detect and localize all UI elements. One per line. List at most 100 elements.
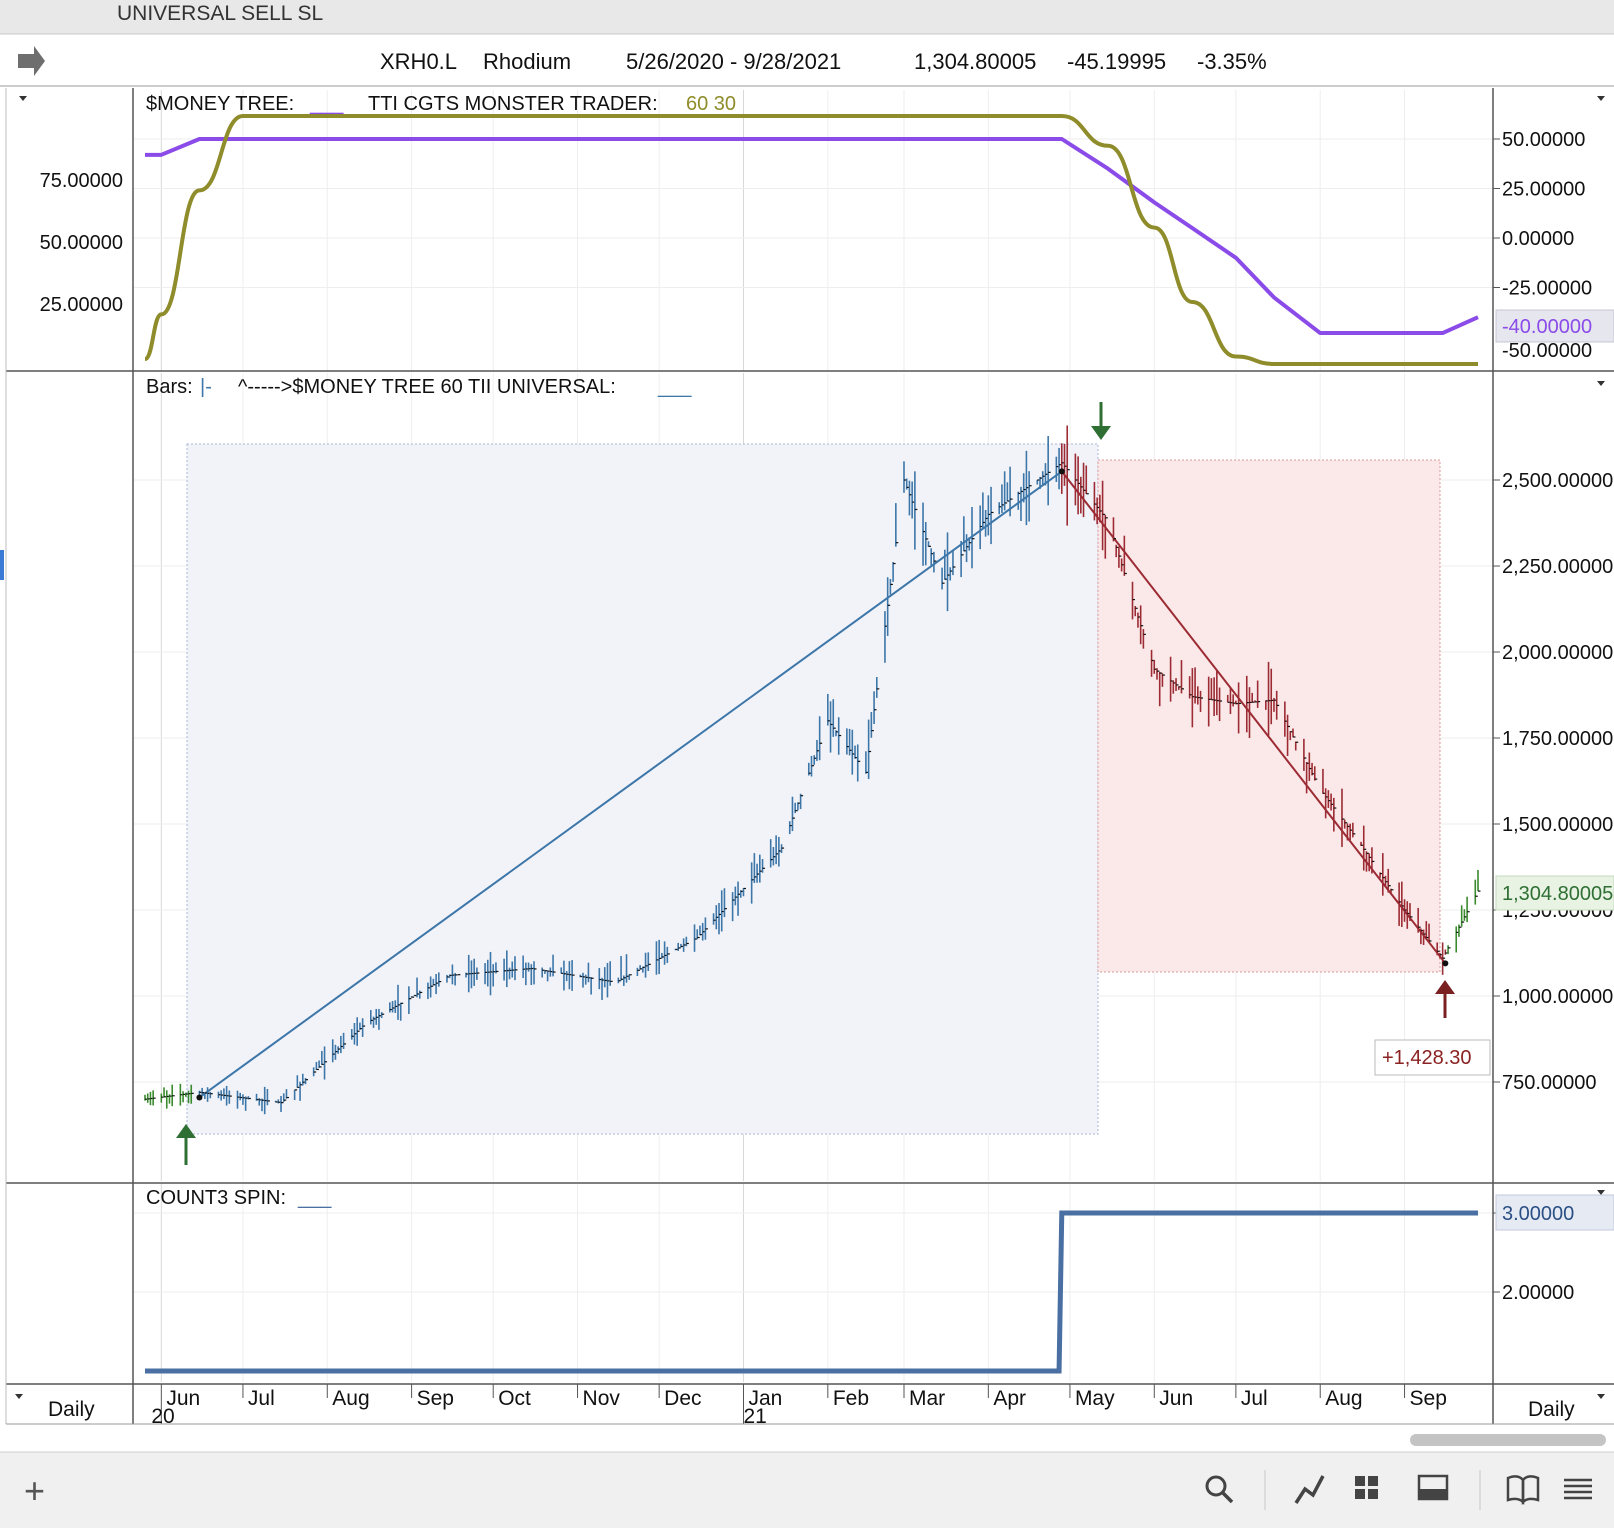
left-period-selector[interactable]: Daily xyxy=(48,1398,95,1421)
panel1-left-tick: 25.00000 xyxy=(40,294,123,316)
panel1-title-money-tree-line: ___ xyxy=(309,93,344,115)
panel2-title-bars: Bars: xyxy=(146,376,193,398)
month-label: Jul xyxy=(248,1387,275,1410)
forward-arrow-icon[interactable] xyxy=(18,46,45,76)
month-label: Jul xyxy=(1241,1387,1268,1410)
panel3-right-menu-icon[interactable] xyxy=(1597,1190,1605,1195)
month-label: Apr xyxy=(993,1387,1026,1410)
panel1-left-tick: 75.00000 xyxy=(40,170,123,192)
panel2-right-menu-icon[interactable] xyxy=(1597,381,1605,386)
menu-icon[interactable] xyxy=(1564,1478,1592,1500)
panel-1 xyxy=(133,90,1493,371)
short-trade-line xyxy=(1060,470,1447,964)
panel1-right-tick: 25.00000 xyxy=(1502,179,1585,201)
panel1-left-tick: 50.00000 xyxy=(40,232,123,254)
year-label: 20 xyxy=(151,1405,174,1428)
x-axis: Jun Jul Aug Sep Oct Nov Dec Jan Feb Mar Apr May Jun J… xyxy=(151,1384,1447,1428)
panel1-cut-tick: -50.00000 xyxy=(1502,340,1592,362)
panel2-title-bars-line: |- xyxy=(200,376,212,398)
trade-marker xyxy=(1058,468,1065,475)
book-icon[interactable] xyxy=(1506,1475,1540,1506)
search-icon[interactable] xyxy=(1205,1475,1234,1504)
panel1-right-axis: 50.00000 25.00000 0.00000 -25.00000 xyxy=(1493,129,1592,300)
panel3-title-count3: COUNT3 SPIN: xyxy=(146,1187,286,1209)
month-label: Feb xyxy=(833,1387,869,1410)
panel2-right-tick: 1,750.00000 xyxy=(1502,728,1613,750)
panel1-right-tick-partial: -50.00000 xyxy=(1502,340,1592,362)
long-trade-box xyxy=(186,443,1099,1135)
trade-marker xyxy=(1442,960,1449,967)
panel1-right-tick: 0.00000 xyxy=(1502,228,1574,250)
grid-icon[interactable] xyxy=(1355,1476,1378,1499)
panel1-right-tick: 50.00000 xyxy=(1502,129,1585,151)
panel3-current-value-box xyxy=(1495,1194,1614,1231)
trade-marker xyxy=(196,1094,203,1101)
panel2-current-value-box xyxy=(1495,875,1614,911)
month-label: Nov xyxy=(583,1387,621,1410)
year-label: 21 xyxy=(743,1405,766,1428)
header-change-pct: -3.35% xyxy=(1197,49,1267,74)
panel2-current-value: 1,304.80005 xyxy=(1502,883,1613,905)
panel1-plot xyxy=(143,113,1479,367)
splitter-handle[interactable] xyxy=(0,550,4,580)
cover-arrow-icon xyxy=(1435,980,1455,1018)
buy-arrow-icon xyxy=(176,1124,196,1165)
panel2-right-tick: 1,000.00000 xyxy=(1502,986,1613,1008)
month-label: Dec xyxy=(664,1387,701,1410)
panel2-right-tick: 2,500.00000 xyxy=(1502,470,1613,492)
header-symbol: XRH0.L xyxy=(380,49,457,74)
trade-profit-label: +1,428.30 xyxy=(1382,1047,1472,1069)
cgts-monster-trader-line xyxy=(143,113,1479,367)
header-change: -45.19995 xyxy=(1067,49,1166,74)
panel2-title-universal: ^----->$MONEY TREE 60 TII UNIVERSAL: xyxy=(238,376,616,398)
right-period-selector[interactable]: Daily xyxy=(1528,1398,1575,1421)
panel-3 xyxy=(133,1184,1493,1382)
panel2-plot xyxy=(144,425,1481,1115)
left-period-menu-icon[interactable] xyxy=(15,1394,23,1399)
panel2-right-tick: 2,000.00000 xyxy=(1502,642,1613,664)
count3-spin-line xyxy=(145,1210,1478,1374)
panel1-right-menu-icon[interactable] xyxy=(1597,96,1605,101)
long-trade-line xyxy=(198,470,1063,1099)
month-label: Jan xyxy=(748,1387,782,1410)
month-label: Aug xyxy=(1325,1387,1362,1410)
panel3-right-tick: 3.00000 xyxy=(1502,1203,1574,1225)
header-date-range: 5/26/2020 - 9/28/2021 xyxy=(626,49,841,74)
header-last-price: 1,304.80005 xyxy=(914,49,1036,74)
month-label: Aug xyxy=(332,1387,369,1410)
panel1-title-cgts: TTI CGTS MONSTER TRADER: xyxy=(368,93,658,115)
draw-line-icon[interactable] xyxy=(1294,1475,1325,1504)
month-label: Sep xyxy=(1410,1387,1447,1410)
panel1-current-value: -40.00000 xyxy=(1502,316,1592,338)
right-period-menu-icon[interactable] xyxy=(1597,1394,1605,1399)
panel1-title-cgts-params: 60 30 xyxy=(686,93,736,115)
title-bar xyxy=(0,0,1614,34)
money-tree-line xyxy=(145,137,1479,336)
layout-panel-icon[interactable] xyxy=(1417,1474,1449,1501)
panel1-right-tick: -25.00000 xyxy=(1502,278,1592,300)
month-label: Sep xyxy=(417,1387,454,1410)
panel2-right-axis: 2,500.00000 2,250.00000 2,000.00000 1,750.0… xyxy=(1493,470,1613,1094)
sell-arrow-icon xyxy=(1091,402,1111,440)
trade-profit-box xyxy=(1374,1039,1491,1076)
header-name: Rhodium xyxy=(483,49,571,74)
panel1-grid xyxy=(133,90,1493,371)
panel1-left-menu-icon[interactable] xyxy=(19,96,27,101)
horizontal-scrollbar[interactable] xyxy=(1410,1434,1606,1446)
panel3-title-count3-line: ___ xyxy=(297,1187,332,1209)
panel2-right-tick: 2,250.00000 xyxy=(1502,556,1613,578)
window-title: UNIVERSAL SELL SL xyxy=(117,2,323,25)
month-label: Jun xyxy=(1159,1387,1193,1410)
month-label: Mar xyxy=(909,1387,945,1410)
bottom-toolbar xyxy=(0,1452,1614,1528)
month-label: Oct xyxy=(498,1387,531,1410)
panel2-title-universal-line: ___ xyxy=(657,376,692,398)
month-label: May xyxy=(1075,1387,1115,1410)
panel1-current-value-box xyxy=(1495,309,1614,343)
panel3-right-tick: 2.00000 xyxy=(1502,1282,1574,1304)
month-label: Jun xyxy=(166,1387,200,1410)
panel2-right-tick: 750.00000 xyxy=(1502,1072,1597,1094)
panel2-right-tick: 1,500.00000 xyxy=(1502,814,1613,836)
add-button[interactable]: + xyxy=(24,1470,45,1511)
